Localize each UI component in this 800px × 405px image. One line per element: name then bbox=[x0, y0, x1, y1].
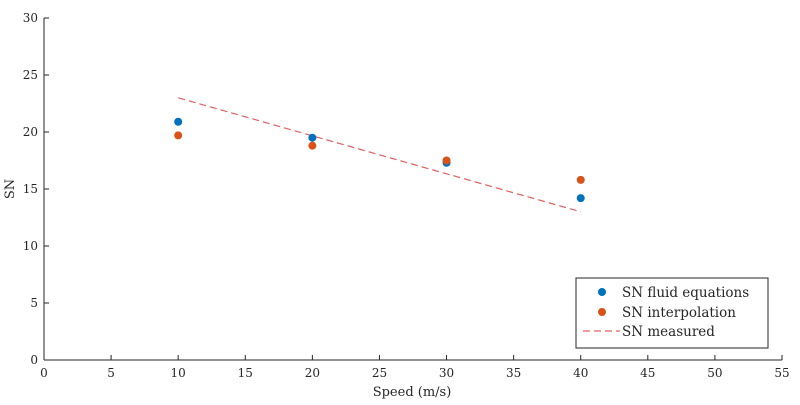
data-point-interpolation bbox=[576, 175, 585, 184]
series-layer bbox=[174, 97, 585, 213]
legend-label-fluid-equations: SN fluid equations bbox=[622, 285, 749, 301]
series-line-measured bbox=[178, 97, 581, 213]
x-tick-label: 50 bbox=[707, 366, 722, 380]
x-tick-label: 35 bbox=[506, 366, 521, 380]
legend-box bbox=[575, 277, 769, 349]
plot-area: 0 5 10 15 20 25 30 35 40 45 50 55 0 5 10 15 20 25 30 bbox=[23, 11, 790, 380]
y-tick-label: 5 bbox=[30, 296, 38, 310]
x-axis-label: Speed (m/s) bbox=[373, 385, 452, 400]
x-tick-label: 30 bbox=[439, 366, 454, 380]
data-point-interpolation bbox=[308, 141, 317, 150]
x-tick-label: 25 bbox=[372, 366, 387, 380]
data-point-interpolation bbox=[174, 131, 183, 140]
x-tick-label: 45 bbox=[640, 366, 655, 380]
x-tick-label: 40 bbox=[573, 366, 588, 380]
y-tick-label: 25 bbox=[23, 68, 38, 82]
x-tick-label: 15 bbox=[238, 366, 253, 380]
y-axis-label: SN bbox=[3, 179, 18, 199]
x-tick-label: 55 bbox=[774, 366, 789, 380]
x-tick-label: 20 bbox=[305, 366, 320, 380]
y-tick-label: 10 bbox=[23, 239, 38, 253]
y-tick-label: 0 bbox=[30, 353, 38, 367]
legend-marker-interpolation bbox=[598, 308, 606, 316]
y-ticks: 0 5 10 15 20 25 30 bbox=[23, 11, 49, 367]
data-point-fluid-equations bbox=[576, 194, 585, 203]
data-point-fluid-equations bbox=[308, 133, 317, 142]
x-tick-label: 5 bbox=[107, 366, 115, 380]
x-tick-label: 0 bbox=[40, 366, 48, 380]
y-tick-label: 15 bbox=[23, 182, 38, 196]
y-tick-label: 30 bbox=[23, 11, 38, 25]
legend-label-interpolation: SN interpolation bbox=[622, 305, 736, 321]
legend: SN fluid equations SN interpolation SN m… bbox=[575, 277, 769, 349]
x-tick-label: 10 bbox=[171, 366, 186, 380]
y-tick-label: 20 bbox=[23, 125, 38, 139]
x-ticks: 0 5 10 15 20 25 30 35 40 45 50 55 bbox=[40, 355, 790, 380]
data-point-fluid-equations bbox=[174, 117, 183, 126]
data-point-interpolation bbox=[442, 156, 451, 165]
legend-label-measured: SN measured bbox=[622, 324, 715, 340]
legend-marker-fluid-equations bbox=[598, 288, 606, 296]
